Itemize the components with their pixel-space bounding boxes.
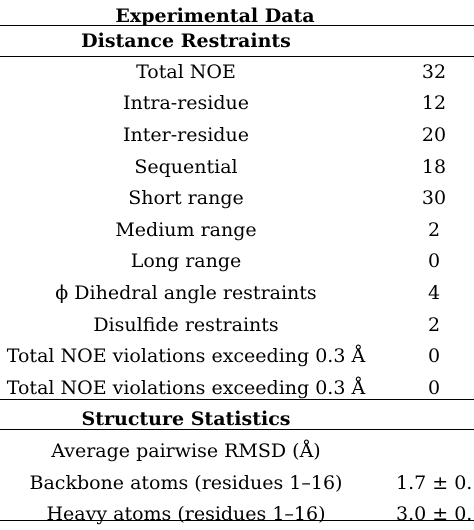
title-divider bbox=[0, 25, 474, 27]
table-row: Total NOE violations exceeding 0.3 Å 0 bbox=[0, 372, 474, 404]
table-row: Average pairwise RMSD (Å) bbox=[0, 435, 474, 467]
row-value: 0 bbox=[427, 376, 441, 399]
table-title: Experimental Data bbox=[115, 4, 315, 27]
table-row: ϕ Dihedral angle restraints 4 bbox=[0, 277, 474, 309]
table-title-row: Experimental Data bbox=[0, 0, 474, 32]
row-label: Total NOE bbox=[136, 60, 236, 83]
section-divider bbox=[0, 429, 474, 430]
table-row: Intra-residue 12 bbox=[0, 88, 474, 120]
row-value: 30 bbox=[421, 187, 447, 210]
row-value: 0 bbox=[427, 250, 441, 273]
row-label: Medium range bbox=[115, 218, 257, 241]
row-value: 3.0 ± 0.7 bbox=[396, 503, 474, 526]
row-value: 2 bbox=[427, 313, 441, 336]
table-row: Short range 30 bbox=[0, 182, 474, 214]
section-heading-row: Distance Restraints bbox=[0, 26, 474, 57]
row-value bbox=[396, 435, 474, 467]
table-row: Heavy atoms (residues 1–16) 3.0 ± 0.7 bbox=[0, 498, 474, 530]
row-value: 4 bbox=[427, 282, 441, 305]
table-row: Backbone atoms (residues 1–16) 1.7 ± 0.5 bbox=[0, 467, 474, 499]
table-row: Inter-residue 20 bbox=[0, 119, 474, 151]
section-divider bbox=[0, 56, 474, 57]
row-label: Backbone atoms (residues 1–16) bbox=[29, 471, 343, 494]
row-value: 20 bbox=[421, 124, 447, 147]
row-value: 2 bbox=[427, 218, 441, 241]
row-label: Total NOE violations exceeding 0.3 Å bbox=[6, 345, 366, 368]
row-value: 32 bbox=[421, 60, 447, 83]
table-row: Medium range 2 bbox=[0, 214, 474, 246]
row-label: ϕ Dihedral angle restraints bbox=[55, 282, 317, 305]
row-label: Average pairwise RMSD (Å) bbox=[51, 440, 321, 463]
row-label: Total NOE violations exceeding 0.3 Å bbox=[6, 376, 366, 399]
table-row: Total NOE violations exceeding 0.3 Å 0 bbox=[0, 340, 474, 372]
row-value: 12 bbox=[421, 92, 447, 115]
section-divider bbox=[0, 399, 474, 400]
row-value: 1.7 ± 0.5 bbox=[396, 471, 474, 494]
section-heading-structure-statistics: Structure Statistics bbox=[81, 408, 291, 431]
section-heading-distance-restraints: Distance Restraints bbox=[81, 29, 291, 52]
table-row: Sequential 18 bbox=[0, 151, 474, 183]
row-label: Long range bbox=[130, 250, 242, 273]
section-heading-row: Structure Statistics bbox=[0, 404, 474, 436]
row-label: Short range bbox=[128, 187, 244, 210]
bottom-rule bbox=[0, 520, 474, 522]
table-row: Disulfide restraints 2 bbox=[0, 309, 474, 341]
row-value: 0 bbox=[427, 345, 441, 368]
table-row: Total NOE 32 bbox=[0, 56, 474, 88]
table-row: Long range 0 bbox=[0, 246, 474, 278]
row-label: Heavy atoms (residues 1–16) bbox=[46, 503, 326, 526]
row-label: Disulfide restraints bbox=[93, 313, 279, 336]
row-label: Intra-residue bbox=[122, 92, 249, 115]
row-label: Sequential bbox=[134, 155, 238, 178]
row-label: Inter-residue bbox=[123, 124, 249, 147]
row-value: 18 bbox=[421, 155, 447, 178]
